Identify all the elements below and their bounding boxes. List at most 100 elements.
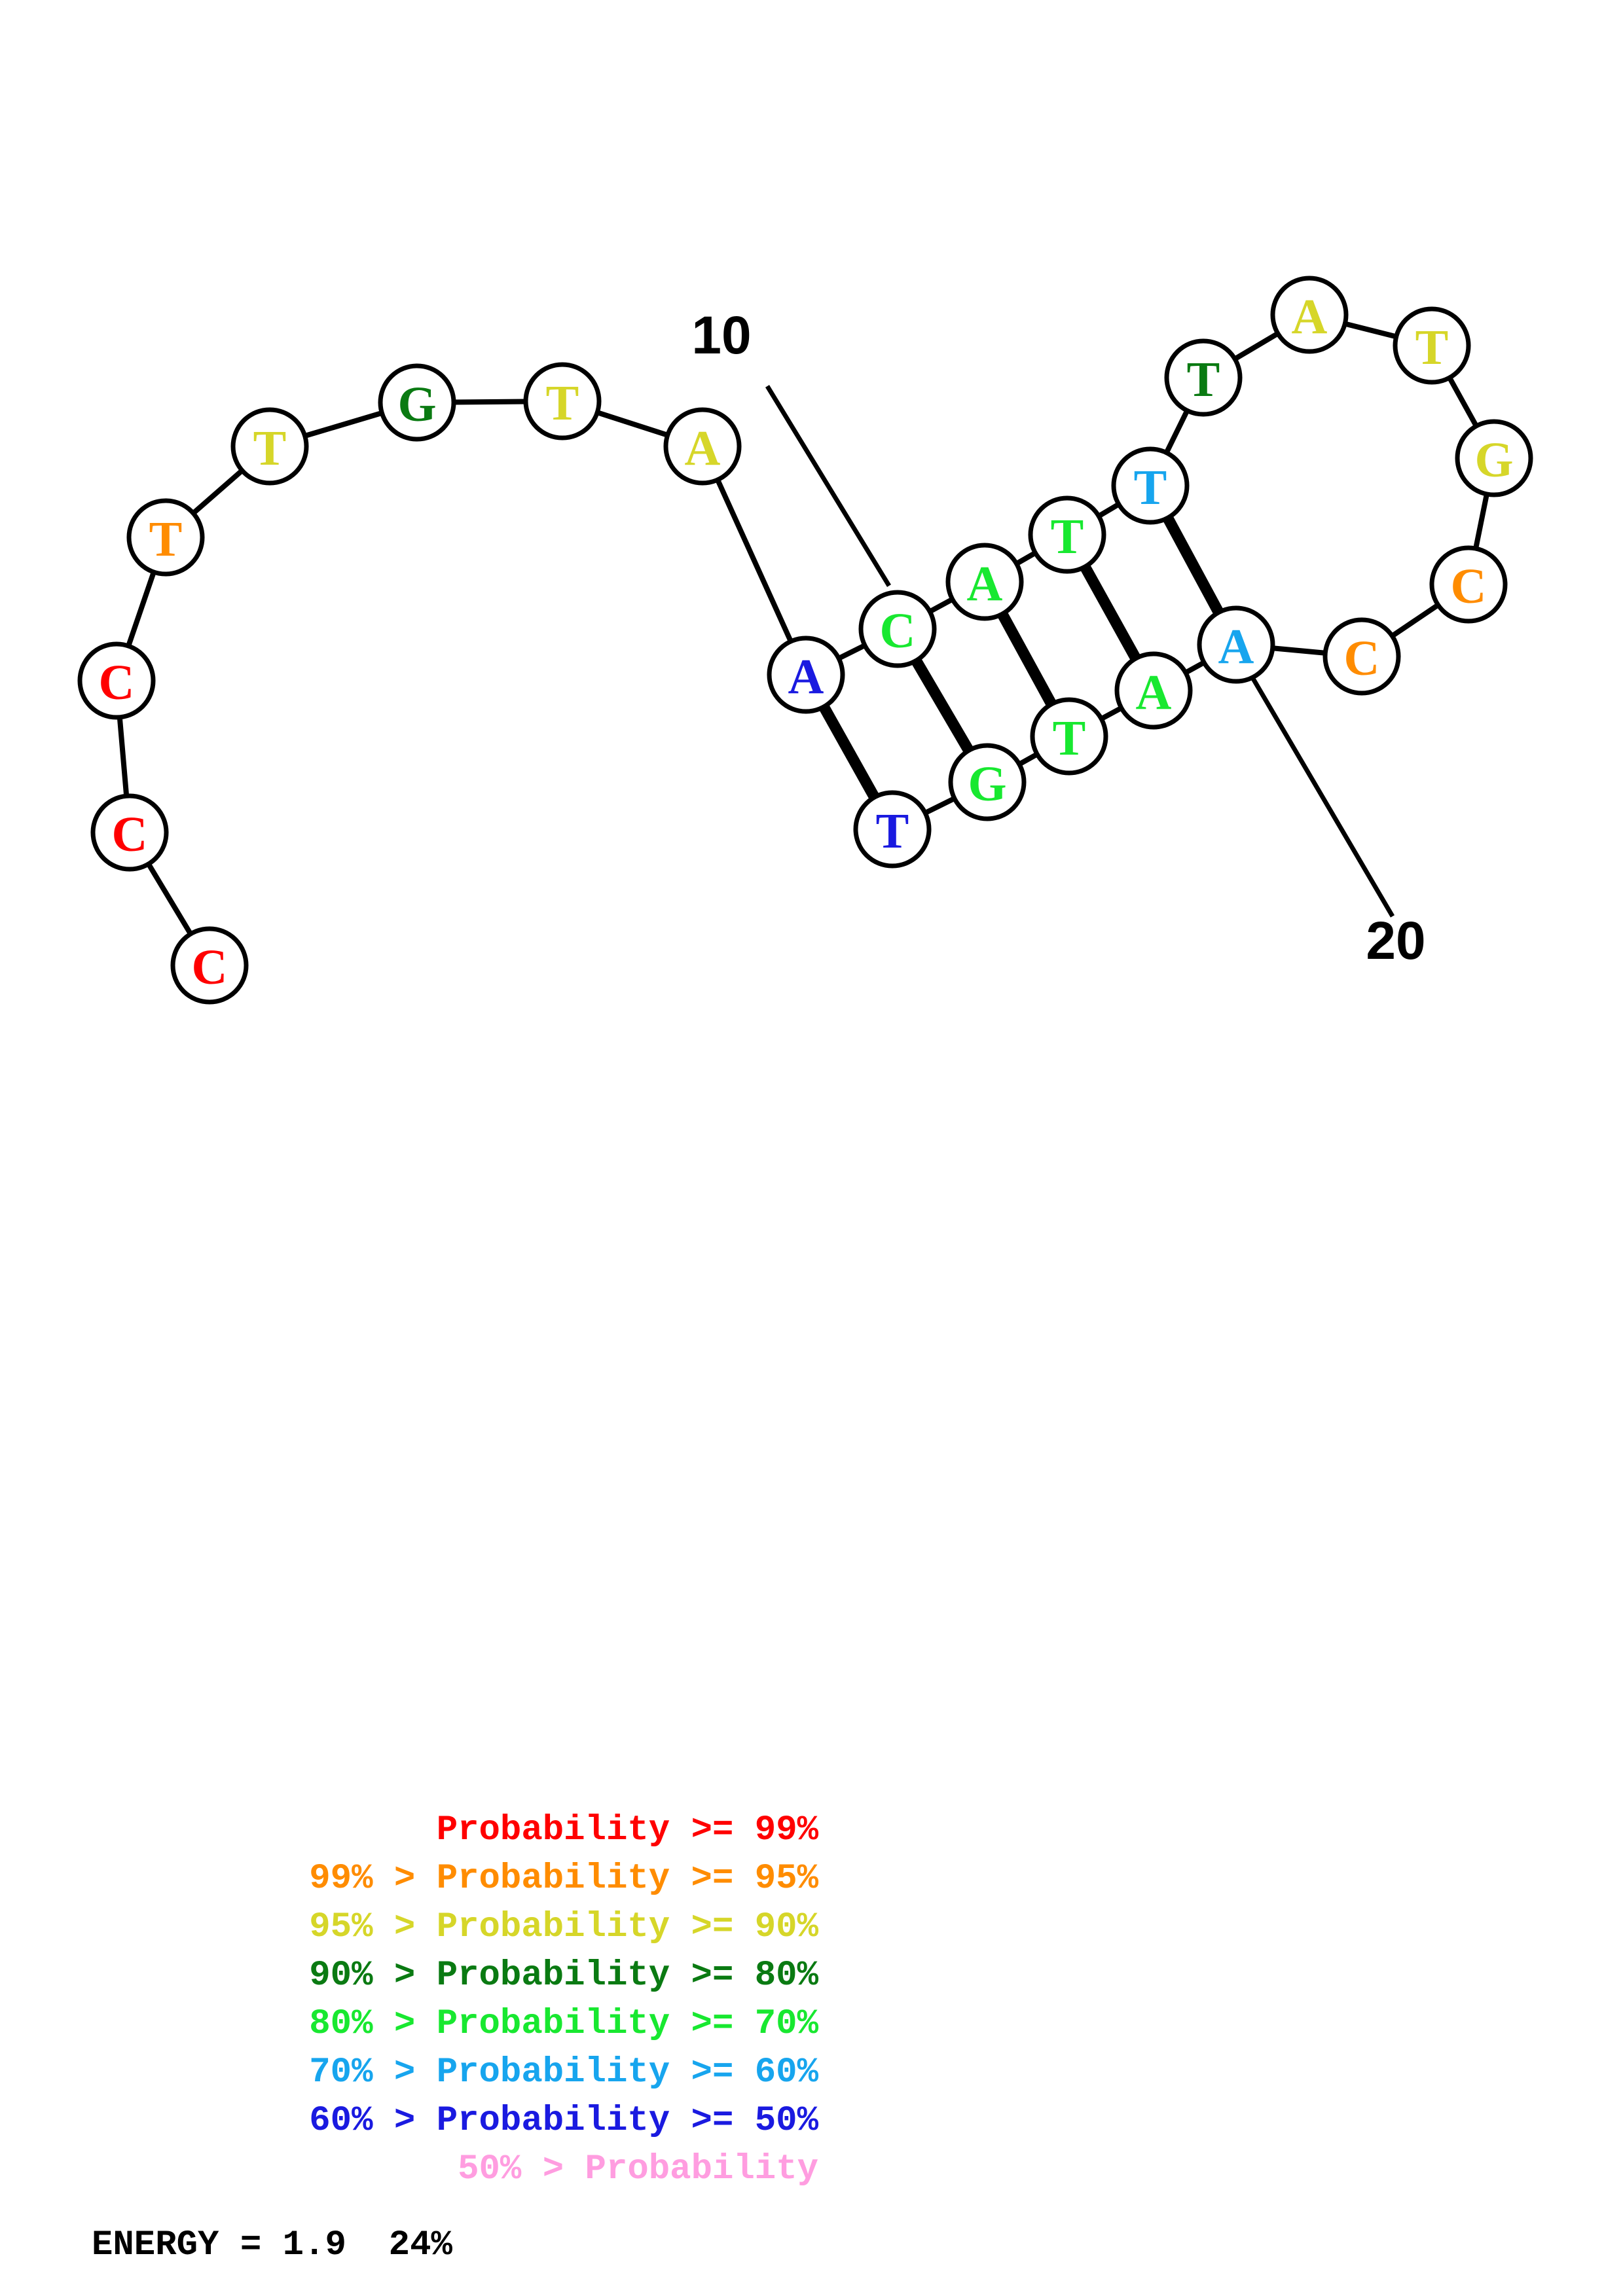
position-leader-lines-layer: [765, 385, 1395, 918]
nucleotide-circle: [1114, 651, 1193, 730]
nucleotide-node-16[interactable]: T: [1393, 306, 1471, 385]
nucleotide-circle: [767, 636, 845, 714]
nucleotide-node-5[interactable]: T: [230, 407, 309, 486]
nucleotide-circle: [1028, 495, 1106, 574]
nucleotide-letter: A: [1218, 619, 1254, 674]
base-pair-bonds-layer: [818, 515, 1224, 800]
nucleotide-node-10[interactable]: C: [858, 590, 937, 668]
nucleotide-circle: [853, 790, 932, 869]
nucleotide-circle: [948, 743, 1027, 821]
legend-row-7: 50% > Probability: [458, 2149, 818, 2189]
nucleotide-circle: [90, 793, 169, 872]
nucleotide-letter: C: [1344, 631, 1380, 686]
nucleotide-node-22[interactable]: T: [1030, 697, 1108, 776]
backbone-bond: [715, 478, 793, 643]
backbone-bond: [928, 597, 954, 614]
nucleotide-circle: [1197, 605, 1275, 684]
nucleotide-letter: A: [788, 649, 824, 704]
nucleotide-letter: T: [253, 421, 287, 476]
backbone-bond: [1272, 645, 1326, 656]
nucleotide-node-24[interactable]: T: [853, 790, 932, 869]
legend-row-3: 90% > Probability >= 80%: [309, 1956, 818, 1996]
nucleotide-node-7[interactable]: T: [523, 362, 602, 440]
leader-line-20: [1241, 662, 1395, 918]
nucleotide-circle: [378, 363, 456, 442]
nucleotide-circle: [523, 362, 602, 440]
backbone-bond: [146, 862, 193, 936]
nucleotide-letter: A: [685, 421, 721, 476]
backbone-bond: [837, 643, 866, 661]
nucleotide-node-6[interactable]: G: [378, 363, 456, 442]
nucleotide-letter: C: [880, 603, 916, 658]
legend-row-0: Probability >= 99%: [436, 1810, 818, 1850]
legend-row-6: 60% > Probability >= 50%: [309, 2101, 818, 2141]
nucleotide-circle: [858, 590, 937, 668]
nucleotide-node-14[interactable]: T: [1164, 338, 1243, 417]
nucleotide-circle: [1164, 338, 1243, 417]
legend-row-1: 99% > Probability >= 95%: [309, 1859, 818, 1899]
nucleotide-node-18[interactable]: C: [1429, 545, 1508, 624]
nucleotide-node-11[interactable]: A: [945, 543, 1024, 621]
nucleotide-circle: [1393, 306, 1471, 385]
nucleotide-circle: [170, 926, 249, 1005]
nucleotide-circle: [1429, 545, 1508, 624]
legend-row-4: 80% > Probability >= 70%: [309, 2004, 818, 2044]
nucleotide-circle: [1270, 276, 1349, 354]
backbone-bond: [1100, 706, 1123, 721]
nucleotide-circle: [77, 641, 156, 720]
legend-row-5: 70% > Probability >= 60%: [309, 2053, 818, 2092]
nucleotide-node-8[interactable]: A: [663, 407, 742, 486]
nucleotide-circle: [1030, 697, 1108, 776]
position-number-20: 20: [1366, 911, 1425, 971]
nucleotide-letter: T: [876, 804, 909, 859]
nucleotide-letter: A: [1136, 665, 1172, 720]
base-pair-bond: [1163, 515, 1224, 615]
nucleotide-circle: [663, 407, 742, 486]
nucleotide-letter: G: [397, 377, 436, 432]
nucleotide-node-4[interactable]: T: [126, 498, 205, 577]
nucleotide-letter: C: [112, 807, 148, 862]
nucleotide-letter: A: [967, 556, 1003, 611]
backbone-bond: [117, 717, 130, 797]
backbone-bond: [191, 468, 244, 516]
backbone-bond: [1017, 751, 1039, 767]
backbone-bond: [1184, 660, 1205, 675]
nucleotide-letter: C: [99, 655, 135, 710]
nucleotide-node-12[interactable]: T: [1028, 495, 1106, 574]
backbone-bond: [1473, 493, 1489, 549]
position-number-labels-layer: 10 20: [691, 306, 1425, 971]
nucleotide-letter: G: [1474, 433, 1513, 488]
nucleotide-node-1[interactable]: C: [170, 926, 249, 1005]
energy-footer: ENERGY = 1.9 24%: [92, 2225, 452, 2265]
nucleotide-letter: G: [968, 757, 1006, 812]
base-pair-bond: [997, 611, 1057, 707]
nucleotide-node-23[interactable]: G: [948, 743, 1027, 821]
nucleotide-node-9[interactable]: A: [767, 636, 845, 714]
nucleotide-node-21[interactable]: A: [1114, 651, 1193, 730]
nucleotide-letter: T: [1051, 509, 1084, 564]
nucleotide-circle: [230, 407, 309, 486]
backbone-bond: [126, 571, 156, 647]
backbone-bond: [453, 399, 526, 405]
backbone-bond: [1233, 331, 1279, 361]
nucleotide-letter: T: [1415, 320, 1449, 375]
nucleotide-circle: [126, 498, 205, 577]
nucleotide-letter: C: [192, 940, 228, 995]
nucleotide-node-13[interactable]: T: [1111, 446, 1190, 525]
nucleotide-node-15[interactable]: A: [1270, 276, 1349, 354]
backbone-bond: [1015, 550, 1037, 566]
nucleotide-circle: [1455, 419, 1533, 497]
position-number-10: 10: [691, 306, 751, 365]
nucleotide-letter: T: [546, 376, 579, 431]
probability-legend: Probability >= 99% 99% > Probability >= 9…: [98, 1806, 818, 2194]
nucleotide-node-17[interactable]: G: [1455, 419, 1533, 497]
leader-line-10: [765, 385, 891, 587]
nucleotide-node-2[interactable]: C: [90, 793, 169, 872]
nucleotide-node-19[interactable]: C: [1322, 617, 1401, 696]
nucleotide-letter: T: [1134, 460, 1167, 515]
nucleotide-node-20[interactable]: A: [1197, 605, 1275, 684]
backbone-bond: [1391, 603, 1440, 638]
nucleotide-node-3[interactable]: C: [77, 641, 156, 720]
